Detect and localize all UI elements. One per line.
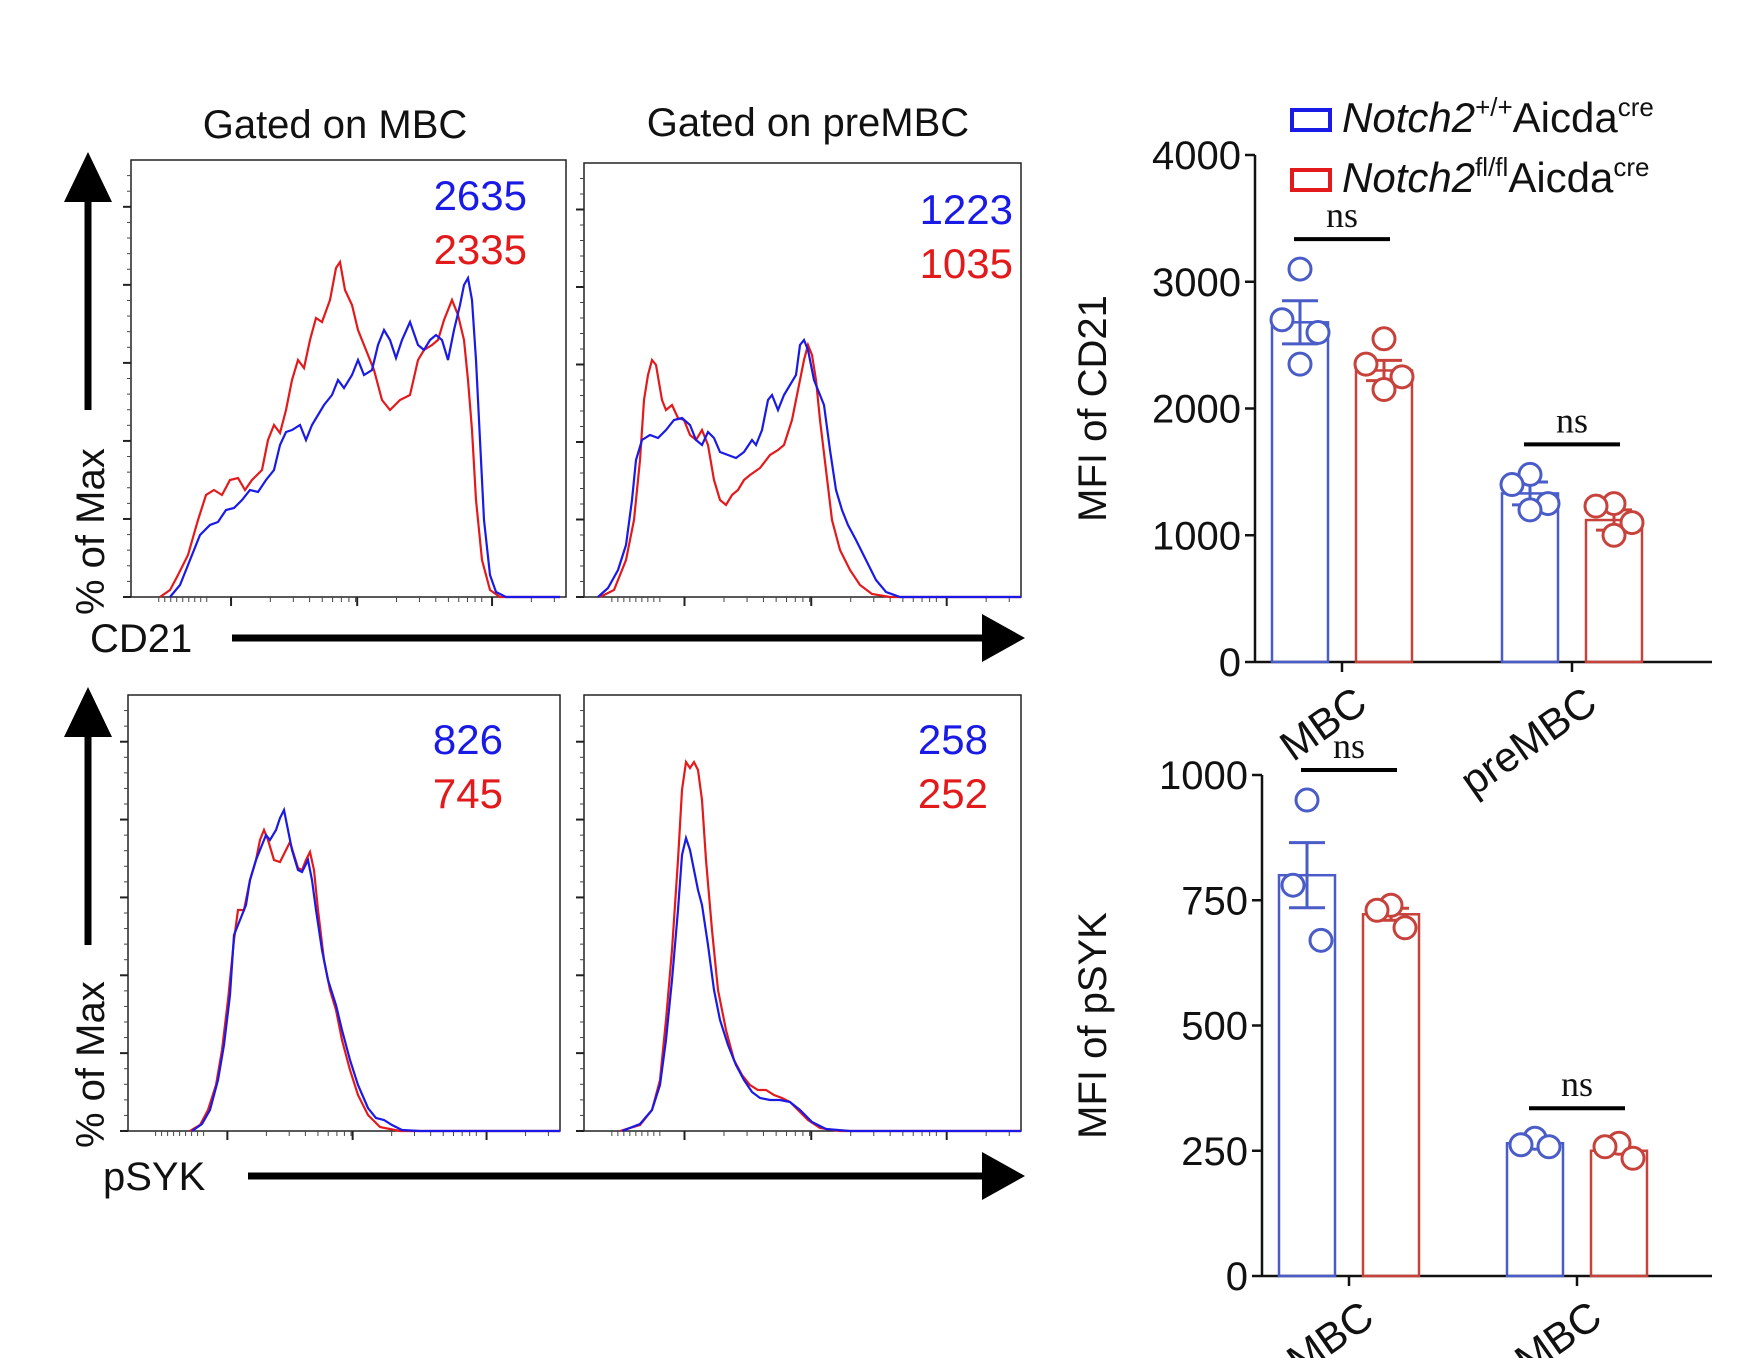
data-point	[1371, 326, 1397, 352]
y-tick-label: 250	[1181, 1130, 1248, 1174]
mfi-cd21-prembc-wt: 1223	[920, 186, 1013, 233]
data-point	[1287, 256, 1313, 282]
data-point	[1592, 1134, 1618, 1160]
y-tick-label: 750	[1181, 879, 1248, 923]
y-tick-label: 3000	[1152, 261, 1241, 305]
data-point	[1364, 897, 1390, 923]
data-point	[1287, 351, 1313, 377]
data-point	[1601, 522, 1627, 548]
data-point	[1508, 1132, 1534, 1158]
hist-cd21-mbc-wt-curve	[169, 274, 560, 599]
data-point	[1353, 351, 1379, 377]
mfi-psyk-mbc-wt: 826	[433, 716, 503, 763]
data-point	[1583, 493, 1609, 519]
significance-label: ns	[1333, 726, 1365, 766]
col-title-mbc: Gated on MBC	[203, 103, 468, 147]
y-tick-label: 1000	[1159, 754, 1248, 798]
y-tick-label: 4000	[1152, 134, 1241, 178]
mfi-psyk-prembc-wt: 258	[918, 716, 988, 763]
mfi-cd21-prembc-ko: 1035	[920, 240, 1013, 287]
hist-psyk-mbc-ko-curve	[189, 827, 560, 1133]
legend-swatch-ko	[1290, 168, 1332, 192]
x-arrow-psyk-head	[982, 1152, 1025, 1200]
legend-label-ko: Notch2fl/flAicdacre	[1342, 152, 1650, 201]
data-point	[1392, 915, 1418, 941]
x-marker-cd21: CD21	[90, 617, 192, 661]
bar-chart-psyk: 0 250 500 750 1000 MFI of pSYK ns MBC ns preMBC	[1071, 726, 1712, 1358]
x-category-label: preMBC	[1451, 678, 1604, 805]
hist-axis-ticks	[120, 175, 1010, 1140]
bar-mbc-ko	[1354, 369, 1414, 664]
data-point	[1294, 787, 1320, 813]
data-point	[1536, 1134, 1562, 1160]
data-point	[1389, 364, 1415, 390]
hist-cd21-prembc-ko-curve	[599, 341, 1021, 599]
y-label-top: % of Max	[69, 448, 113, 615]
x-category-label: MBC	[1278, 1292, 1381, 1358]
y-axis-label: MFI of pSYK	[1071, 912, 1115, 1139]
mfi-psyk-prembc-ko: 252	[918, 770, 988, 817]
y-arrow-bottom-head	[64, 687, 112, 737]
y-tick-label: 0	[1226, 1255, 1248, 1299]
x-category-label: preMBC	[1456, 1292, 1609, 1358]
y-tick-label: 2000	[1152, 388, 1241, 432]
legend: Notch2+/+Aicdacre Notch2fl/flAicdacre	[1290, 92, 1654, 201]
data-point	[1269, 307, 1295, 333]
legend-label-wt: Notch2+/+Aicdacre	[1342, 92, 1654, 141]
data-point	[1517, 497, 1543, 523]
hist-psyk-prembc-ko-curve	[619, 758, 1021, 1133]
significance-label: ns	[1556, 400, 1588, 440]
x-marker-psyk: pSYK	[103, 1155, 206, 1199]
bar-prembc-wt	[1505, 1141, 1565, 1278]
hist-psyk-mbc-wt-curve	[191, 806, 560, 1133]
data-point	[1280, 872, 1306, 898]
mfi-cd21-mbc-ko: 2335	[434, 226, 527, 273]
y-axis-label: MFI of CD21	[1071, 295, 1115, 522]
hist-cd21-mbc-ko-curve	[159, 259, 560, 599]
x-arrow-cd21-head	[982, 614, 1025, 662]
mfi-cd21-mbc-wt: 2635	[434, 172, 527, 219]
bar-charts: 0 1000 2000 3000 4000 MFI of CD21 ns MBC ns preMB…	[1071, 134, 1712, 1358]
y-tick-label: 1000	[1152, 514, 1241, 558]
y-label-bottom: % of Max	[69, 981, 113, 1148]
y-arrow-top-head	[64, 152, 112, 202]
data-point	[1308, 927, 1334, 953]
bar-mbc-ko	[1361, 913, 1421, 1278]
y-tick-label: 0	[1219, 641, 1241, 685]
col-title-prembc: Gated on preMBC	[647, 101, 969, 145]
data-point	[1620, 1145, 1646, 1171]
legend-swatch-wt	[1290, 108, 1332, 132]
data-point	[1619, 510, 1645, 536]
significance-label: ns	[1561, 1064, 1593, 1104]
hist-psyk-prembc-wt-curve	[621, 833, 1021, 1133]
data-point	[1371, 376, 1397, 402]
y-tick-label: 500	[1181, 1005, 1248, 1049]
data-point	[1499, 472, 1525, 498]
hist-cd21-prembc-wt-curve	[597, 337, 1021, 599]
mfi-psyk-mbc-ko: 745	[433, 770, 503, 817]
data-point	[1305, 319, 1331, 345]
significance-label: ns	[1326, 195, 1358, 235]
bar-prembc-ko	[1589, 1149, 1649, 1278]
